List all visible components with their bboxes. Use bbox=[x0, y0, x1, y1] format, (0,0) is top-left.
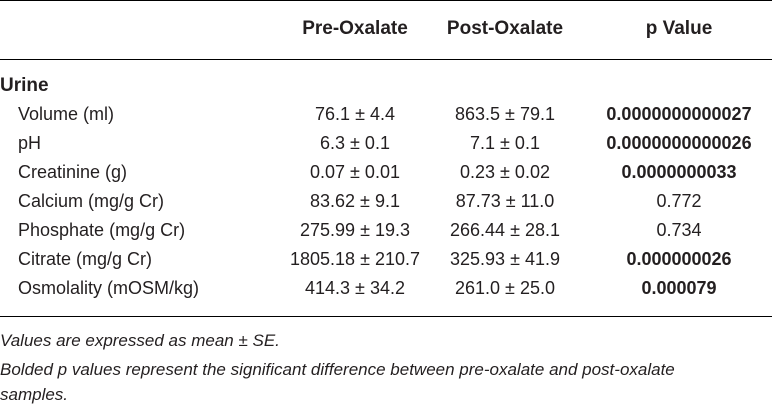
p-value: 0.000079 bbox=[641, 278, 717, 298]
table-row: Osmolality (mOSM/kg) 414.3 ± 34.2 261.0 ± … bbox=[0, 274, 772, 303]
p-value: 0.0000000000026 bbox=[606, 133, 752, 153]
row-label: Volume (ml) bbox=[18, 104, 115, 124]
table-row: Calcium (mg/g Cr) 83.62 ± 9.1 87.73 ± 11.0… bbox=[0, 187, 772, 216]
pre-oxalate-value: 0.07 ± 0.01 bbox=[310, 162, 400, 182]
row-label: Phosphate (mg/g Cr) bbox=[18, 220, 186, 240]
header-rule bbox=[0, 59, 772, 60]
p-value: 0.000000026 bbox=[626, 249, 732, 269]
table-row: Citrate (mg/g Cr) 1805.18 ± 210.7 325.93 ±… bbox=[0, 245, 772, 274]
row-label: Creatinine (g) bbox=[18, 162, 128, 182]
post-oxalate-value: 7.1 ± 0.1 bbox=[470, 133, 540, 153]
p-value: 0.734 bbox=[656, 220, 702, 240]
pre-oxalate-value: 275.99 ± 19.3 bbox=[300, 220, 410, 240]
row-label: Citrate (mg/g Cr) bbox=[18, 249, 153, 269]
p-value: 0.0000000000027 bbox=[606, 104, 752, 124]
pre-oxalate-value: 76.1 ± 4.4 bbox=[315, 104, 395, 124]
row-label: Osmolality (mOSM/kg) bbox=[18, 278, 200, 298]
post-oxalate-value: 0.23 ± 0.02 bbox=[460, 162, 550, 182]
note-mean-se: Values are expressed as mean ± SE. bbox=[0, 331, 280, 350]
header-p-value: p Value bbox=[645, 18, 713, 39]
post-oxalate-value: 266.44 ± 28.1 bbox=[450, 220, 560, 240]
post-oxalate-value: 261.0 ± 25.0 bbox=[455, 278, 555, 298]
pre-oxalate-value: 414.3 ± 34.2 bbox=[305, 278, 405, 298]
pre-oxalate-value: 83.62 ± 9.1 bbox=[310, 191, 400, 211]
section-urine: Urine bbox=[0, 75, 49, 96]
pre-oxalate-value: 1805.18 ± 210.7 bbox=[290, 249, 420, 269]
post-oxalate-value: 863.5 ± 79.1 bbox=[455, 104, 555, 124]
post-oxalate-value: 325.93 ± 41.9 bbox=[450, 249, 560, 269]
header-pre-oxalate: Pre-Oxalate bbox=[302, 18, 408, 39]
table-row: Volume (ml) 76.1 ± 4.4 863.5 ± 79.1 0.00000… bbox=[0, 100, 772, 129]
p-value: 0.772 bbox=[656, 191, 702, 211]
row-label: Calcium (mg/g Cr) bbox=[18, 191, 165, 211]
bottom-rule bbox=[0, 316, 772, 317]
table-row: Phosphate (mg/g Cr) 275.99 ± 19.3 266.44 ±… bbox=[0, 216, 772, 245]
note-bolded-cont: samples. bbox=[0, 385, 69, 404]
post-oxalate-value: 87.73 ± 11.0 bbox=[455, 191, 555, 211]
table-row: pH 6.3 ± 0.1 7.1 ± 0.1 0.0000000000026 bbox=[0, 129, 772, 158]
note-bolded: Bolded p values represent the significan… bbox=[0, 360, 675, 379]
header-post-oxalate: Post-Oxalate bbox=[446, 18, 564, 39]
top-rule bbox=[0, 0, 772, 1]
pre-oxalate-value: 6.3 ± 0.1 bbox=[320, 133, 390, 153]
row-label: pH bbox=[18, 133, 42, 153]
table-row: Creatinine (g) 0.07 ± 0.01 0.23 ± 0.02 0.00… bbox=[0, 158, 772, 187]
p-value: 0.0000000033 bbox=[621, 162, 737, 182]
